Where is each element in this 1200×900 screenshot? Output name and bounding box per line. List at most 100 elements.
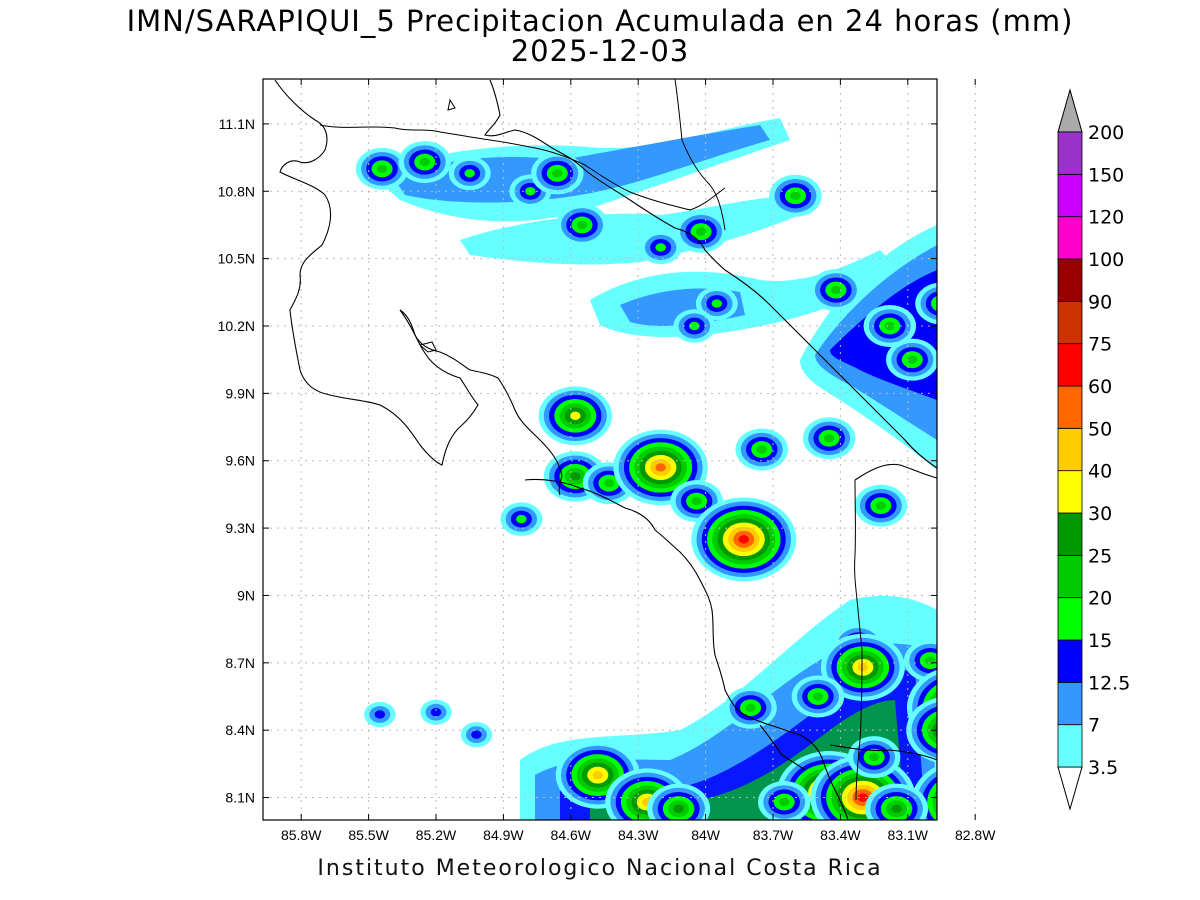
lon-label: 85.5W — [348, 827, 389, 843]
osa-peninsula — [759, 724, 806, 771]
precip-cell-contour — [419, 157, 431, 167]
caribbean-coast — [484, 79, 937, 469]
precip-cell-contour — [891, 804, 902, 813]
lat-label: 8.1N — [225, 790, 255, 806]
precip-cell-contour — [953, 325, 985, 350]
precip-cell-contour — [471, 730, 482, 739]
lat-label: 9.3N — [225, 520, 255, 536]
colorbar-label: 60 — [1088, 376, 1112, 398]
precip-cell-contour — [933, 696, 937, 719]
precip-cell-contour — [925, 291, 937, 316]
precip-cell-contour — [516, 514, 527, 524]
precip-cell-contour — [954, 704, 965, 712]
colorbar-swatch — [1057, 258, 1083, 302]
precip-cell-contour — [778, 797, 790, 807]
colorbar-swatch — [1057, 173, 1083, 218]
colorbar-swatch — [1057, 343, 1083, 387]
axis-ticks — [263, 79, 976, 820]
colorbar-label: 200 — [1088, 122, 1124, 144]
precip-cell-contour — [830, 285, 842, 295]
colorbar-swatch — [1057, 554, 1083, 599]
precip-cell-contour — [942, 316, 995, 358]
footer-credit: Instituto Meteorologico Nacional Costa R… — [317, 856, 883, 881]
precip-cell-contour — [868, 752, 880, 762]
precip-cell-contour — [936, 336, 937, 339]
colorbar-label: 15 — [1088, 630, 1112, 652]
precip-cell-contour — [953, 794, 974, 811]
colorbar-swatch — [1057, 597, 1083, 641]
colorbar-label: 30 — [1088, 503, 1112, 525]
precip-cell-contour — [552, 169, 563, 178]
lat-label: 10.5N — [218, 251, 255, 267]
panama-border — [854, 479, 863, 801]
lon-label: 85.8W — [281, 827, 322, 843]
colorbar-label: 12.5 — [1088, 672, 1130, 694]
colorbar-swatch — [1057, 681, 1083, 726]
colorbar-label: 50 — [1088, 418, 1112, 440]
precip-cell-contour — [981, 340, 992, 348]
lon-label: 84W — [691, 827, 721, 843]
precip-cell-contour — [376, 164, 388, 174]
burica-coast — [829, 744, 937, 761]
map-date: 2025-12-03 — [510, 34, 690, 68]
precip-cell-contour — [959, 798, 970, 806]
precip-cell-contour — [963, 333, 974, 341]
nicoya-gulf-coast — [399, 309, 563, 496]
colorbar-bottom-arrow — [1057, 766, 1083, 811]
panama-coast — [854, 463, 937, 481]
precip-cell-contour — [955, 319, 1018, 369]
precip-cell-contour — [947, 320, 989, 354]
colorbar-label: 100 — [1088, 249, 1124, 271]
precip-cell-contour — [938, 327, 991, 369]
nicaragua-coast — [274, 79, 479, 466]
precip-cell-contour — [430, 708, 442, 717]
precip-cell-contour — [695, 227, 707, 236]
colorbar-swatch — [1057, 131, 1083, 175]
precip-cell-contour — [464, 169, 475, 178]
precip-cell-contour — [907, 355, 918, 364]
precip-cell-contour — [965, 327, 1007, 361]
colorbar-label: 120 — [1088, 207, 1124, 229]
lon-label: 84.9W — [483, 827, 524, 843]
island-outline — [418, 341, 437, 353]
rain-band-north — [460, 195, 800, 265]
pacific-coast-central — [524, 478, 849, 820]
precip-cell-contour — [943, 332, 985, 366]
map-gridlines — [263, 79, 976, 820]
colorbar-swatch — [1057, 724, 1083, 768]
latitude-labels: 11.1N 10.8N 10.5N 10.2N 9.9N 9.6N 9.3N 9N 8.7N 8.… — [218, 116, 255, 806]
coastline — [274, 79, 937, 820]
precip-cell-contour — [857, 663, 869, 672]
precip-cell-contour — [673, 804, 684, 813]
precip-cell-contour — [943, 785, 985, 819]
precip-cell-contour — [958, 329, 979, 346]
precip-cell-contour — [965, 664, 1007, 698]
lat-label: 9N — [237, 587, 255, 603]
precip-cell-contour — [932, 789, 937, 816]
precip-cell-contour — [738, 535, 750, 544]
colorbar-swatch — [1057, 216, 1083, 260]
lon-label: 85.2W — [416, 827, 457, 843]
precip-cell-contour — [756, 445, 768, 454]
lat-label: 11.1N — [219, 116, 255, 132]
lon-label: 83.4W — [820, 827, 861, 843]
precip-cell-contour — [936, 301, 937, 306]
lon-label: 82.8W — [955, 827, 996, 843]
colorbar-swatch — [1057, 470, 1083, 514]
precip-cell-contour — [938, 691, 980, 725]
precip-cell-contour — [976, 336, 997, 353]
precip-cell-contour — [711, 299, 723, 308]
lat-label: 9.6N — [225, 453, 255, 469]
colorbar-swatch — [1057, 385, 1083, 429]
map-border — [262, 78, 938, 821]
colorbar-label: 25 — [1088, 545, 1112, 567]
lat-label: 9.9N — [225, 385, 255, 401]
precip-cell-contour — [925, 656, 936, 665]
precip-cell-contour — [950, 315, 1024, 374]
precip-cell-contour — [949, 699, 970, 716]
colorbar-label: 150 — [1088, 164, 1124, 186]
precip-cell-contour — [960, 660, 1013, 702]
colorbar: 3.5 7 12.5 15 20 25 30 40 50 60 75 90 100 120 150 200 — [1057, 88, 1130, 811]
colorbar-top-arrow — [1057, 88, 1083, 133]
lat-label: 10.2N — [218, 318, 255, 334]
